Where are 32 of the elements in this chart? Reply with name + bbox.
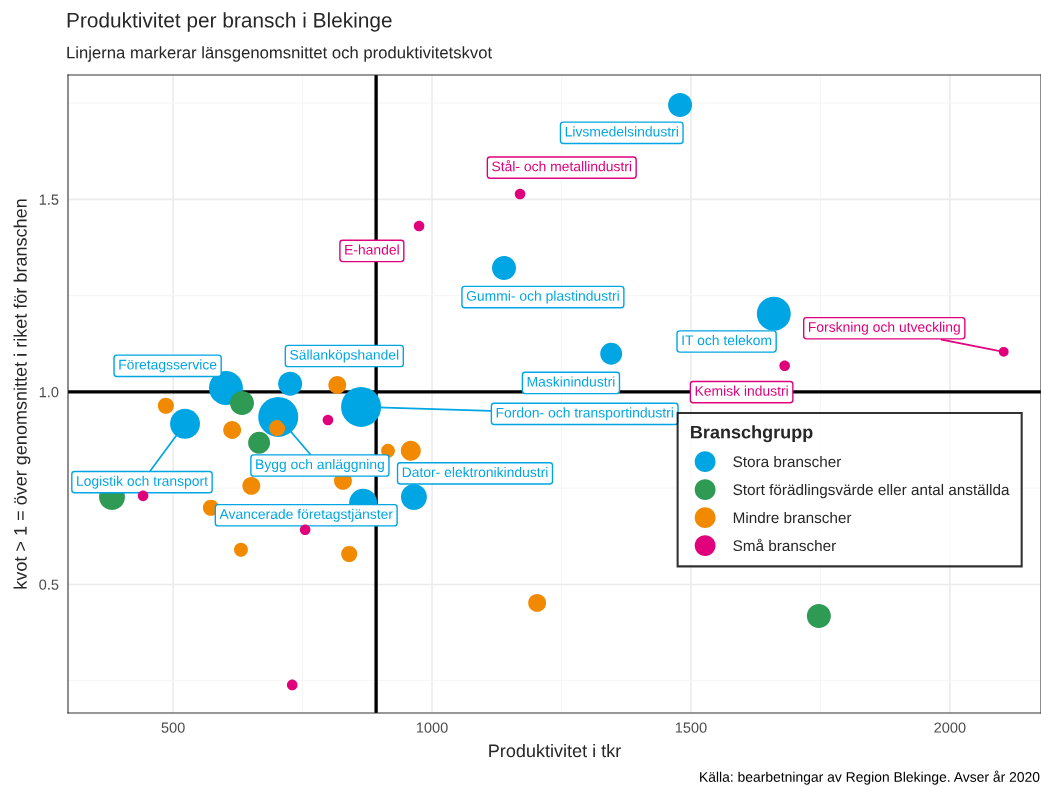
legend-label: Stort förädlingsvärde eller antal anställda xyxy=(733,483,1010,499)
annotation: Maskinindustri xyxy=(527,376,615,387)
chart-title: Produktivitet per bransch i Blekinge xyxy=(67,12,392,32)
text: Källa: bearbetningar av Region Blekinge. Avser år 2020 xyxy=(700,770,1040,785)
annotation: Kemisk industri xyxy=(695,385,788,396)
y-axis-title: kvot > 1 = över genomsnittet i riket för branschen xyxy=(13,199,31,589)
x-tick-label: 1500 xyxy=(675,722,707,733)
annotation: Företagsservice xyxy=(119,359,217,373)
annotation: IT och telekom xyxy=(682,335,772,346)
annotation: Stål- och metallindustri xyxy=(492,159,632,172)
annotation: Logistik och transport xyxy=(77,475,208,489)
x-tick-label: 1000 xyxy=(416,722,448,733)
annotation: Gummi- och plastindustri xyxy=(466,290,619,304)
legend-title: Branschgrupp xyxy=(691,425,813,443)
y-tick-label: 1.5 xyxy=(39,194,59,205)
annotation: Sällanköpshandel xyxy=(290,349,399,363)
annotation: Fordon- och transportindustri xyxy=(496,407,673,421)
x-tick-label: 500 xyxy=(161,722,185,733)
annotation: E-handel xyxy=(345,244,399,255)
x-axis-title: Produktivitet i tkr xyxy=(489,743,621,758)
y-tick-label: 0.5 xyxy=(39,579,59,590)
y-tick-label: 1.0 xyxy=(39,386,59,398)
x-tick-label: 2000 xyxy=(934,722,966,733)
legend-label: Små branscher xyxy=(733,538,836,552)
annotation: Avancerade företagstjänster xyxy=(219,508,393,522)
annotation: Dator- elektronikindustri xyxy=(402,466,548,478)
legend-label: Stora branscher xyxy=(733,455,842,468)
legend-label: Mindre branscher xyxy=(733,511,852,524)
chart-subtitle: Linjerna markerar länsgenomsnittet och produktivitetskvot xyxy=(67,46,493,62)
annotation: Forskning och utveckling xyxy=(808,321,960,335)
annotation: Bygg och anläggning xyxy=(256,459,384,472)
annotation: Livsmedelsindustri xyxy=(565,126,678,137)
